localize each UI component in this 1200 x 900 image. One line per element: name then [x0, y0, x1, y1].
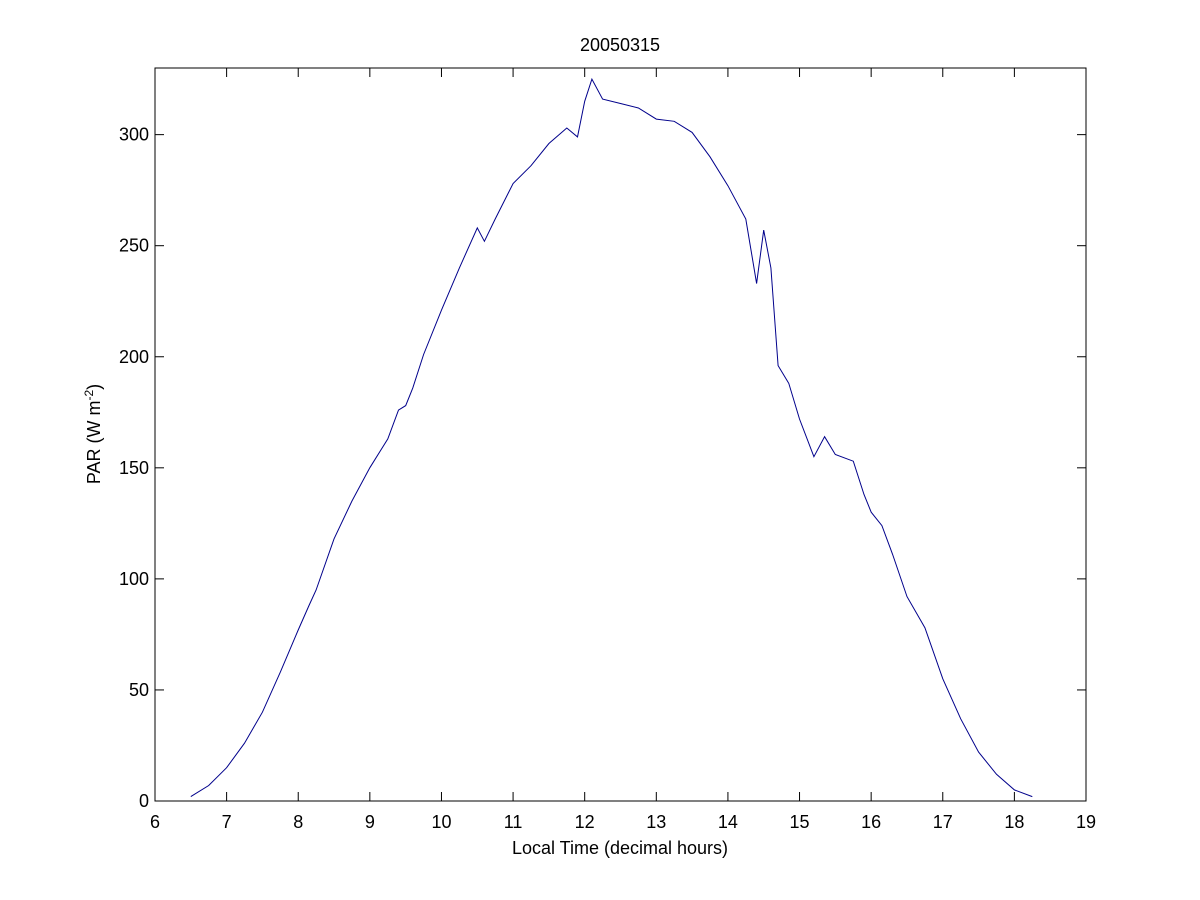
x-tick-label: 9: [365, 812, 375, 832]
x-tick-label: 7: [222, 812, 232, 832]
x-tick-label: 10: [431, 812, 451, 832]
plot-area: [155, 68, 1086, 801]
y-axis-label-main: PAR (W m: [84, 401, 104, 485]
chart-title: 20050315: [580, 35, 660, 55]
x-tick-label: 8: [293, 812, 303, 832]
x-tick-label: 16: [861, 812, 881, 832]
x-axis-label: Local Time (decimal hours): [512, 838, 728, 858]
x-tick-label: 18: [1004, 812, 1024, 832]
y-tick-label: 50: [129, 680, 149, 700]
y-tick-label: 100: [119, 569, 149, 589]
y-axis-label: PAR (W m-2): [82, 384, 104, 484]
x-tick-label: 13: [646, 812, 666, 832]
y-axis-label-superscript: -2: [82, 390, 96, 401]
tick-marks: [154, 68, 1087, 802]
x-tick-label: 17: [933, 812, 953, 832]
y-tick-label: 250: [119, 236, 149, 256]
plot-frame: [154, 67, 1087, 802]
y-tick-label: 300: [119, 125, 149, 145]
x-tick-labels: 6 7 8 9 10 11 12 13 14 15 16 17 18 19: [150, 812, 1096, 832]
par-series-line: [190, 77, 1033, 798]
x-tick-label: 14: [718, 812, 738, 832]
y-tick-label: 0: [139, 791, 149, 811]
y-axis-label-close: ): [84, 384, 104, 390]
x-tick-label: 19: [1076, 812, 1096, 832]
y-tick-label: 150: [119, 458, 149, 478]
x-tick-label: 11: [504, 812, 523, 832]
x-tick-label: 15: [790, 812, 810, 832]
x-tick-label: 6: [150, 812, 160, 832]
x-tick-label: 12: [575, 812, 595, 832]
y-tick-labels: 0 50 100 150 200 250 300: [119, 125, 149, 811]
y-tick-label: 200: [119, 347, 149, 367]
